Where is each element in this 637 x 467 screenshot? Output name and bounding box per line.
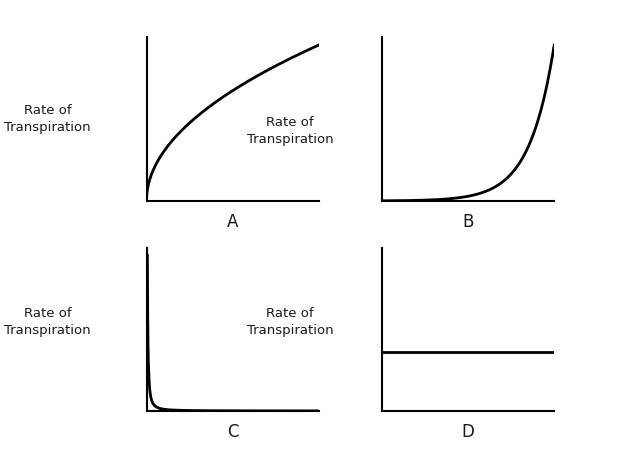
- Text: Rate of
Transpiration: Rate of Transpiration: [4, 104, 91, 134]
- Text: B: B: [462, 213, 474, 231]
- Text: Rate of
Transpiration: Rate of Transpiration: [247, 307, 333, 337]
- Text: C: C: [227, 423, 238, 441]
- Text: Rate of
Transpiration: Rate of Transpiration: [247, 116, 333, 146]
- Text: D: D: [462, 423, 475, 441]
- Text: A: A: [227, 213, 238, 231]
- Text: Rate of
Transpiration: Rate of Transpiration: [4, 307, 91, 337]
